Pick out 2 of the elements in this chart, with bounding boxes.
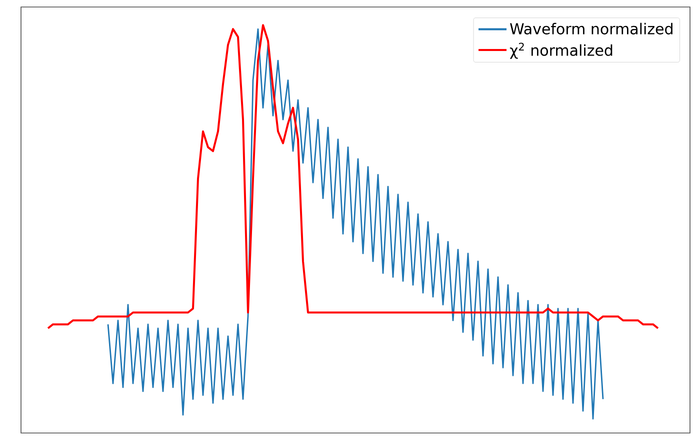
legend-label: χ$^{2}$ normalized	[510, 42, 612, 59]
legend-label: Waveform normalized	[510, 22, 672, 34]
